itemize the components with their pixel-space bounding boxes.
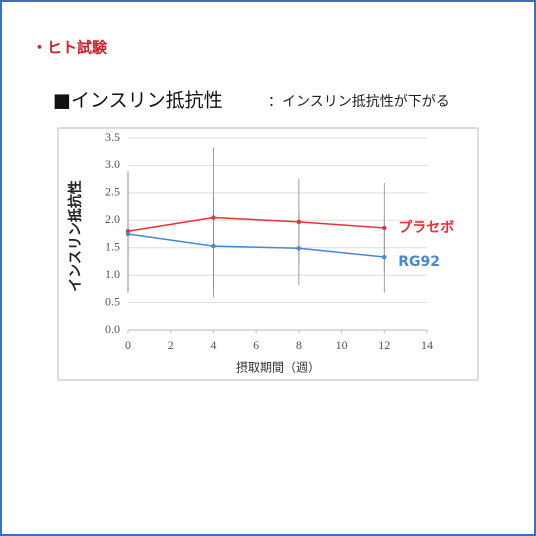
point bbox=[211, 215, 216, 220]
x-tick-label: 8 bbox=[296, 338, 302, 352]
x-tick-label: 14 bbox=[421, 338, 433, 352]
series-line bbox=[127, 216, 385, 232]
heading: ■インスリン抵抗性 bbox=[53, 90, 223, 112]
legend-label: RG92 bbox=[398, 254, 440, 270]
y-tick-label: 1.5 bbox=[105, 239, 120, 253]
y-tick-label: 3.0 bbox=[105, 157, 120, 171]
y-axis-label: インスリン抵抗性 bbox=[67, 180, 84, 292]
y-tick-label: 2.5 bbox=[105, 185, 120, 199]
x-axis-label: 摂取期間（週） bbox=[236, 360, 320, 375]
series-line bbox=[127, 233, 385, 258]
legend-label: プラセボ bbox=[398, 220, 454, 236]
x-tick-label: 10 bbox=[336, 338, 348, 352]
point bbox=[296, 219, 302, 225]
x-tick-label: 0 bbox=[125, 338, 131, 352]
x-tick-label: 6 bbox=[253, 338, 259, 352]
x-tick-label: 12 bbox=[378, 338, 390, 352]
y-tick-label: 3.5 bbox=[105, 130, 120, 144]
y-tick-label: 0.5 bbox=[105, 294, 120, 308]
y-tick-label: 0.0 bbox=[105, 322, 120, 336]
point bbox=[296, 246, 302, 251]
x-tick-label: 4 bbox=[210, 338, 216, 352]
point bbox=[125, 231, 131, 237]
x-tick-label: 2 bbox=[168, 338, 174, 352]
y-tick-label: 1.0 bbox=[105, 267, 120, 281]
point bbox=[211, 243, 216, 249]
section-title: ・ヒト試験 bbox=[32, 39, 108, 57]
y-tick-label: 2.0 bbox=[105, 212, 120, 226]
point bbox=[382, 254, 387, 260]
subheading: ：インスリン抵抗性が下がる bbox=[268, 94, 450, 110]
point bbox=[382, 225, 387, 231]
